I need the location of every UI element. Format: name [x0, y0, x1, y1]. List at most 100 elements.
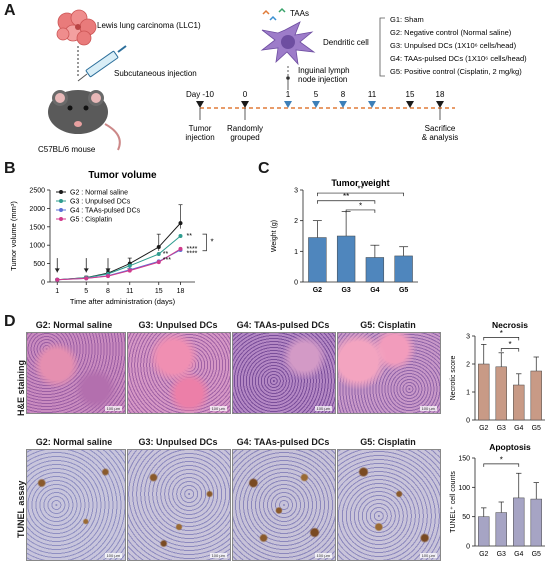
- scale-bar: 100 μm: [209, 553, 227, 558]
- y-tick-label: 1: [294, 249, 298, 256]
- x-axis-label: Time after administration (days): [70, 297, 176, 306]
- he-title-g5: G5: Cisplatin: [360, 320, 416, 330]
- timeline-event-label: grouped: [230, 133, 259, 142]
- y-tick-label: 150: [458, 456, 470, 463]
- tunel-image-g4: 100 μm: [232, 449, 336, 561]
- panel-label-d: D: [4, 313, 16, 330]
- group-g4: G4: TAAs-pulsed DCs (1X10⁶ cells/head): [390, 54, 527, 63]
- he-image-g3: 100 μm: [127, 332, 231, 414]
- he-title-g4: G4: TAAs-pulsed DCs: [236, 320, 330, 330]
- bar: [308, 237, 327, 283]
- bar: [513, 497, 525, 547]
- he-image-g5: 100 μm: [337, 332, 441, 414]
- syringe-icon: [77, 45, 127, 82]
- y-tick-label: 0: [294, 280, 298, 287]
- x-tick-label: G4: [514, 425, 523, 432]
- series-line: [57, 248, 181, 281]
- sig-bracket: [202, 233, 207, 252]
- panel-label-a: A: [4, 2, 16, 19]
- dc-label: Dendritic cell: [323, 38, 369, 47]
- injection-arrow-head: [83, 268, 89, 273]
- apoptosis-chart: Apoptosis 0 50 100 150 TUNEL⁺ cell counts G2 G3…: [450, 442, 545, 558]
- row-label-tunel: TUNEL assay: [16, 480, 26, 538]
- inguinal-label-1: Inguinal lymph: [298, 66, 350, 75]
- x-tick-label: G3: [341, 287, 350, 294]
- timeline-event-label: Sacrifice: [425, 124, 456, 133]
- tunel-title-g5: G5: Cisplatin: [360, 437, 416, 447]
- timeline-marker: [436, 101, 444, 108]
- tunel-title-g3: G3: Unpulsed DCs: [138, 437, 218, 447]
- timeline-marker: [284, 101, 292, 108]
- sig-label: ****: [187, 250, 198, 257]
- tunel-image-g3: 100 μm: [127, 449, 231, 561]
- row-label-he: H&E staining: [16, 359, 26, 416]
- y-tick-label: 100: [458, 485, 470, 492]
- legend-label: G4 : TAAs-pulsed DCs: [70, 208, 141, 215]
- timeline-day-label: 15: [406, 90, 415, 99]
- scale-bar: 100 μm: [209, 406, 227, 411]
- data-point: [156, 252, 161, 257]
- y-tick-label: 3: [466, 334, 470, 341]
- x-tick-label: G5: [532, 551, 541, 558]
- group-g5: G5: Positive control (Cisplatin, 2 mg/kg…: [390, 67, 522, 76]
- timeline-marker: [241, 101, 249, 108]
- sig-label: **: [343, 192, 349, 201]
- sig-label: *: [508, 340, 511, 349]
- y-tick-label: 0: [466, 544, 470, 551]
- x-tick-label: 1: [55, 288, 59, 295]
- bar: [530, 498, 542, 547]
- y-tick-label: 2500: [29, 188, 45, 195]
- taas-label: TAAs: [290, 9, 309, 18]
- x-tick-label: 11: [126, 288, 133, 295]
- y-tick-label: 500: [33, 261, 45, 268]
- sig-label: *: [359, 201, 362, 210]
- timeline-marker: [406, 101, 414, 108]
- chart-title: Apoptosis: [489, 442, 531, 452]
- timeline-day-label: 1: [286, 90, 291, 99]
- y-axis-label: Weight (g): [271, 220, 278, 252]
- he-image-g2: 100 μm: [26, 332, 126, 414]
- x-tick-label: G5: [532, 425, 541, 432]
- x-tick-label: G2: [479, 425, 488, 432]
- x-tick-label: 5: [84, 288, 88, 295]
- scale-bar: 100 μm: [314, 406, 332, 411]
- bar: [336, 235, 356, 283]
- data-point: [178, 221, 183, 226]
- timeline-day-label: 5: [314, 90, 319, 99]
- x-tick-label: G4: [514, 551, 523, 558]
- y-axis-label: Tumor volume (mm³): [9, 201, 18, 271]
- y-tick-label: 3: [294, 188, 298, 195]
- x-tick-label: G2: [479, 551, 488, 558]
- tunel-title-g4: G4: TAAs-pulsed DCs: [236, 437, 330, 447]
- timeline-marker: [339, 101, 347, 108]
- x-tick-label: 8: [106, 288, 110, 295]
- panel-label-c: C: [258, 160, 270, 177]
- sig-label: **: [163, 251, 169, 258]
- data-point: [156, 245, 161, 250]
- sig-label: ***: [163, 257, 171, 264]
- data-point: [156, 260, 161, 265]
- data-point: [178, 246, 183, 251]
- he-title-g3: G3: Unpulsed DCs: [138, 320, 218, 330]
- tunel-title-g2: G2: Normal saline: [35, 437, 113, 447]
- x-tick-label: 18: [177, 288, 185, 295]
- tumor-cells-icon: [56, 9, 97, 46]
- sig-bracket: [500, 348, 520, 352]
- sig-label: *: [500, 329, 503, 338]
- timeline-day-label: 8: [341, 90, 346, 99]
- y-tick-label: 1000: [29, 243, 45, 250]
- y-tick-label: 1: [466, 390, 470, 397]
- data-point: [127, 268, 132, 273]
- bar: [495, 366, 507, 421]
- sig-bracket: [483, 337, 520, 341]
- y-tick-label: 1500: [29, 224, 45, 231]
- legend-label: G5 : Cisplatin: [70, 217, 112, 224]
- he-title-g2: G2: Normal saline: [35, 320, 113, 330]
- timeline-day-label: 18: [436, 90, 445, 99]
- data-point: [84, 276, 89, 281]
- dendritic-cell-icon: [260, 21, 316, 66]
- timeline-day-label: 0: [243, 90, 248, 99]
- group-g2: G2: Negative control (Normal saline): [390, 28, 512, 37]
- timeline-marker: [312, 101, 320, 108]
